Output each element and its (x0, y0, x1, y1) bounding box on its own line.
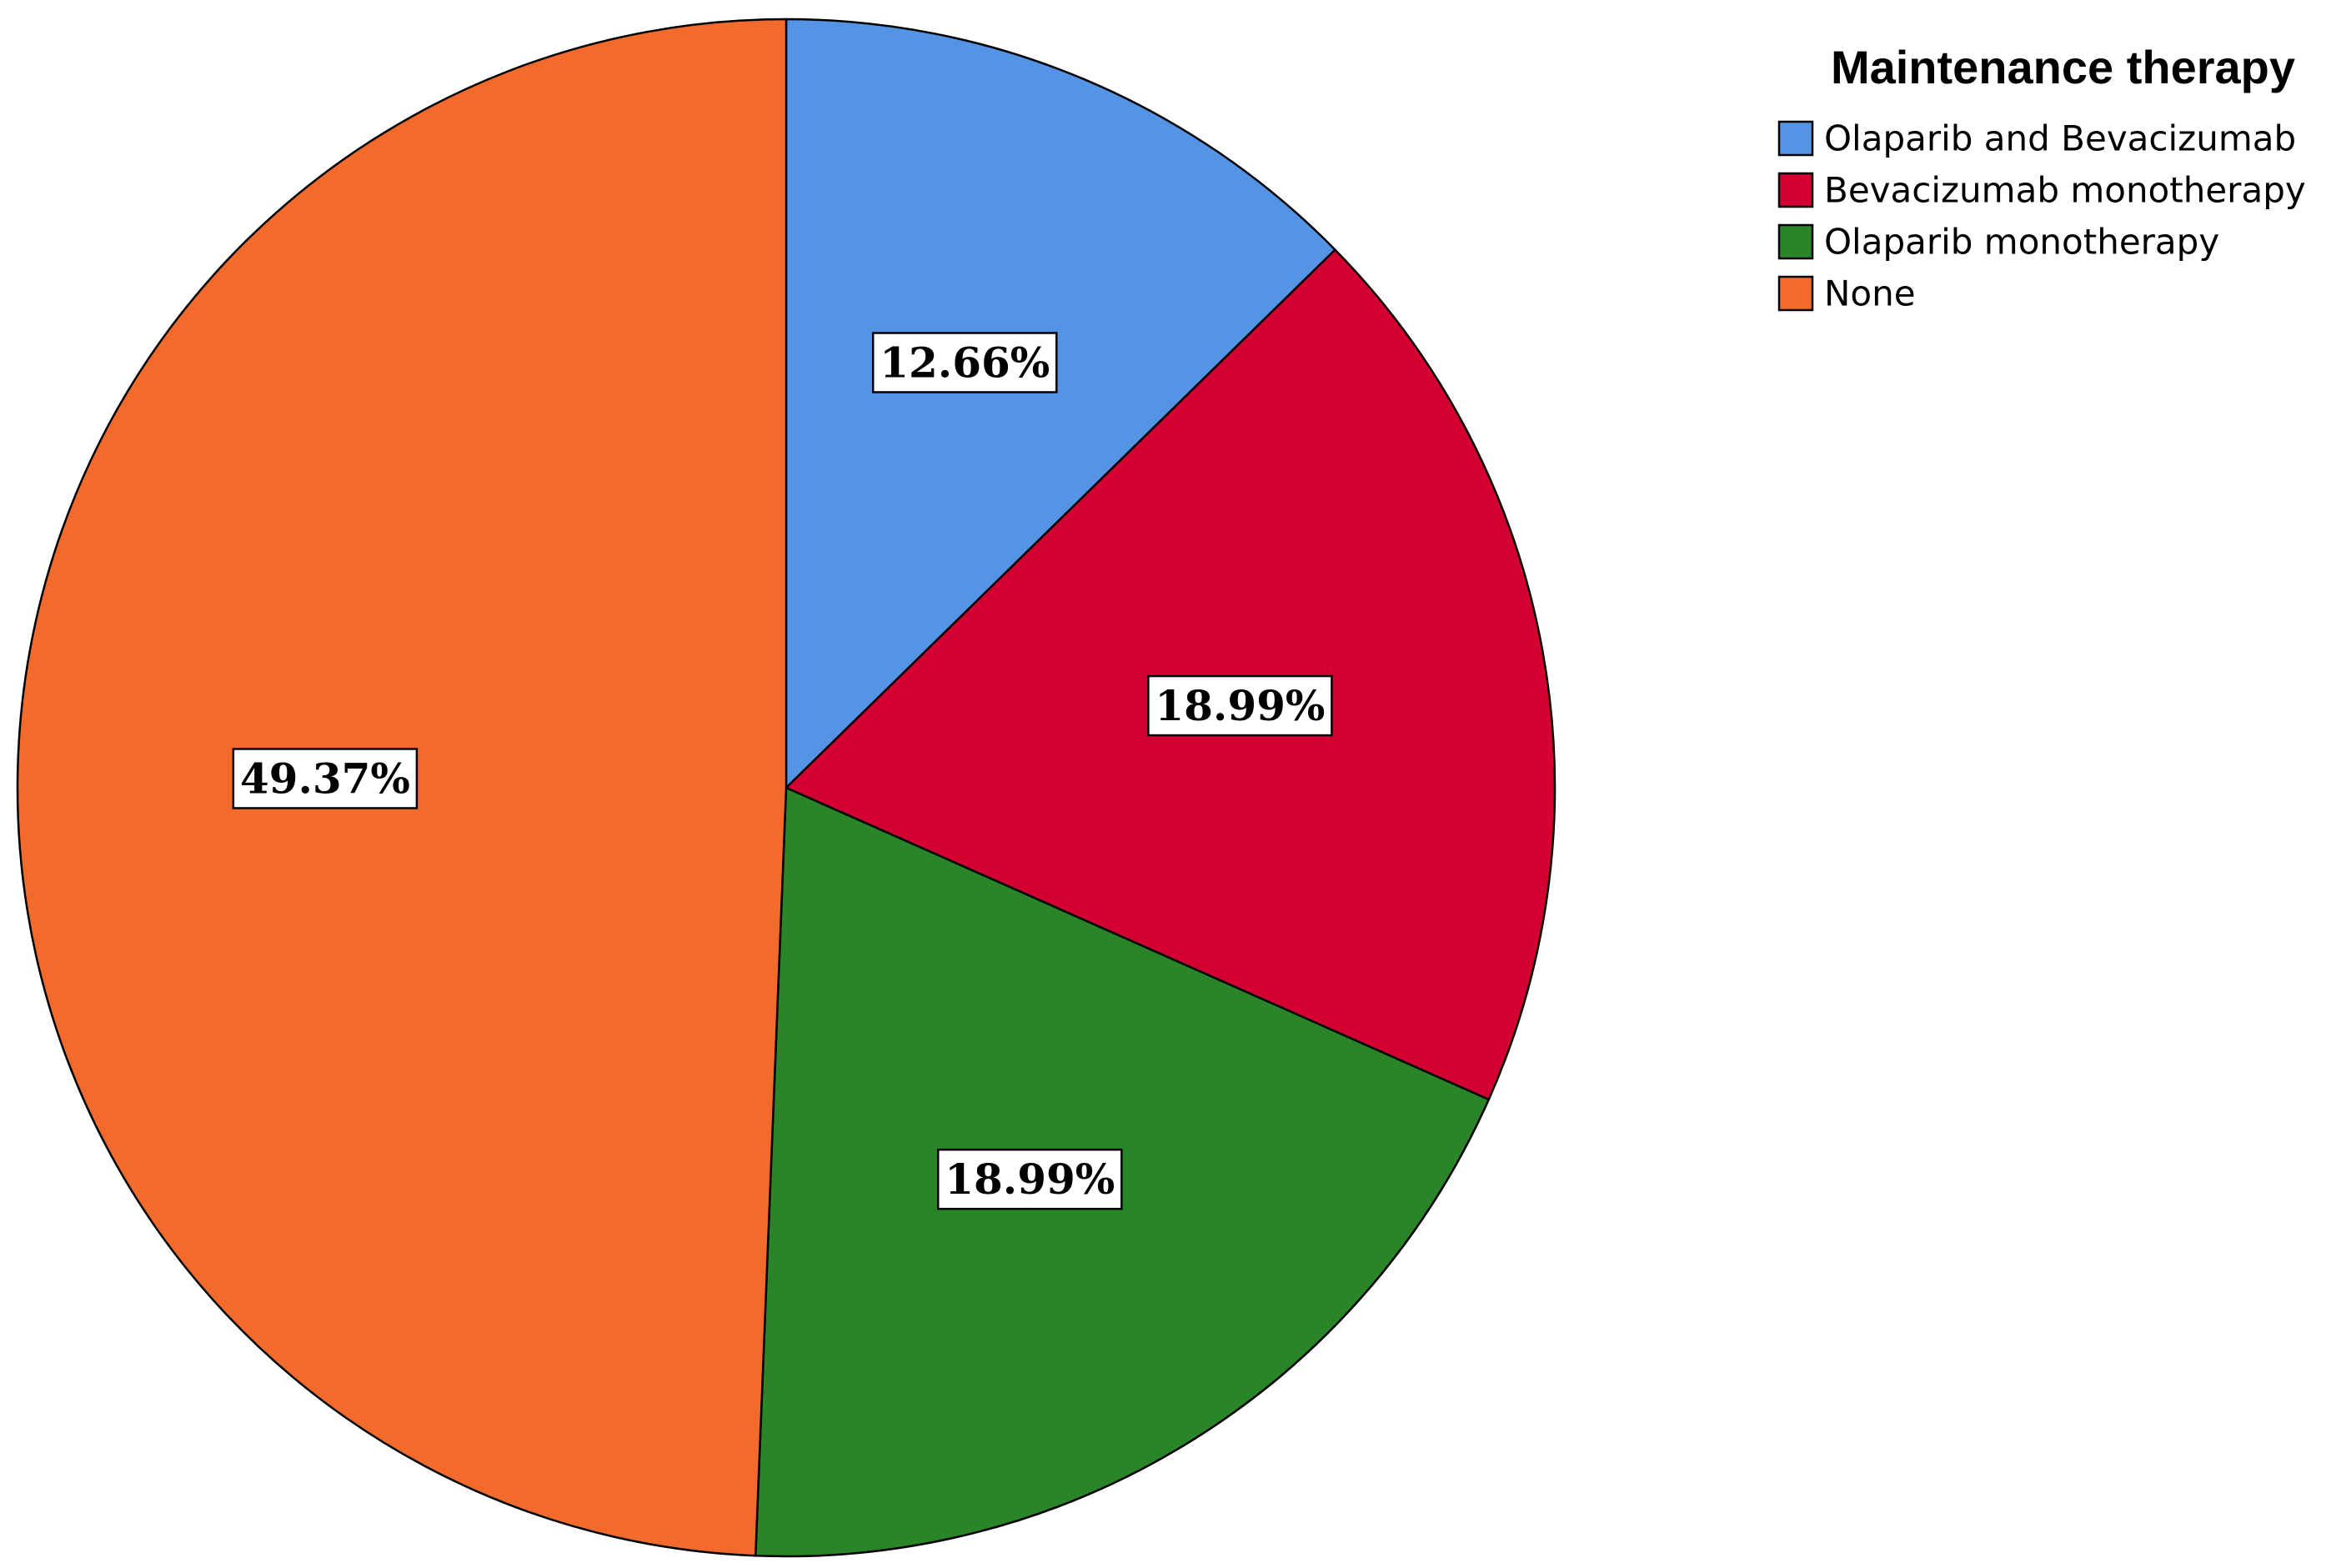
legend-swatch (1777, 275, 1814, 312)
data-label-box (232, 748, 419, 809)
legend-item-olaparib-monotherapy: Olaparib monotherapy (1777, 222, 2219, 263)
data-label-olaparib-monotherapy: 18.99% (936, 1148, 1123, 1210)
data-label-box (871, 332, 1058, 393)
legend-items: Olaparib and Bevacizumab Bevacizumab mono… (1777, 118, 2306, 314)
legend-swatch (1777, 223, 1814, 260)
data-label-box (1147, 674, 1333, 737)
data-label-text: 18.99% (1155, 681, 1325, 730)
legend-swatch (1777, 120, 1814, 157)
data-label-text: 18.99% (945, 1155, 1115, 1204)
legend-item-bevacizumab-monotherapy: Bevacizumab monotherapy (1777, 170, 2306, 211)
legend-title: Maintenance therapy (1831, 41, 2295, 93)
data-label-text: 49.37% (240, 754, 410, 803)
data-label-text: 12.66% (880, 338, 1050, 387)
data-label-none: 49.37% (232, 748, 419, 809)
legend-label: Olaparib and Bevacizumab (1824, 118, 2296, 159)
data-label-box (936, 1148, 1123, 1210)
legend-label: Olaparib monotherapy (1824, 222, 2219, 263)
pie-data-labels: 12.66% 18.99% 18.99% 49.37% (232, 332, 1333, 1210)
pie-slice-olaparib-and-bevacizumab (785, 18, 1337, 790)
legend: Maintenance therapy Olaparib and Bevaciz… (1777, 41, 2306, 314)
legend-swatch (1777, 172, 1814, 208)
legend-label: Bevacizumab monotherapy (1824, 170, 2306, 211)
legend-item-olaparib-and-bevacizumab: Olaparib and Bevacizumab (1777, 118, 2296, 159)
data-label-olaparib-and-bevacizumab: 12.66% (871, 332, 1058, 393)
legend-item-none: None (1777, 273, 1916, 314)
data-label-bevacizumab-monotherapy: 18.99% (1147, 674, 1333, 737)
pie-slice-bevacizumab-monotherapy (784, 248, 1557, 1101)
legend-label: None (1824, 273, 1916, 314)
